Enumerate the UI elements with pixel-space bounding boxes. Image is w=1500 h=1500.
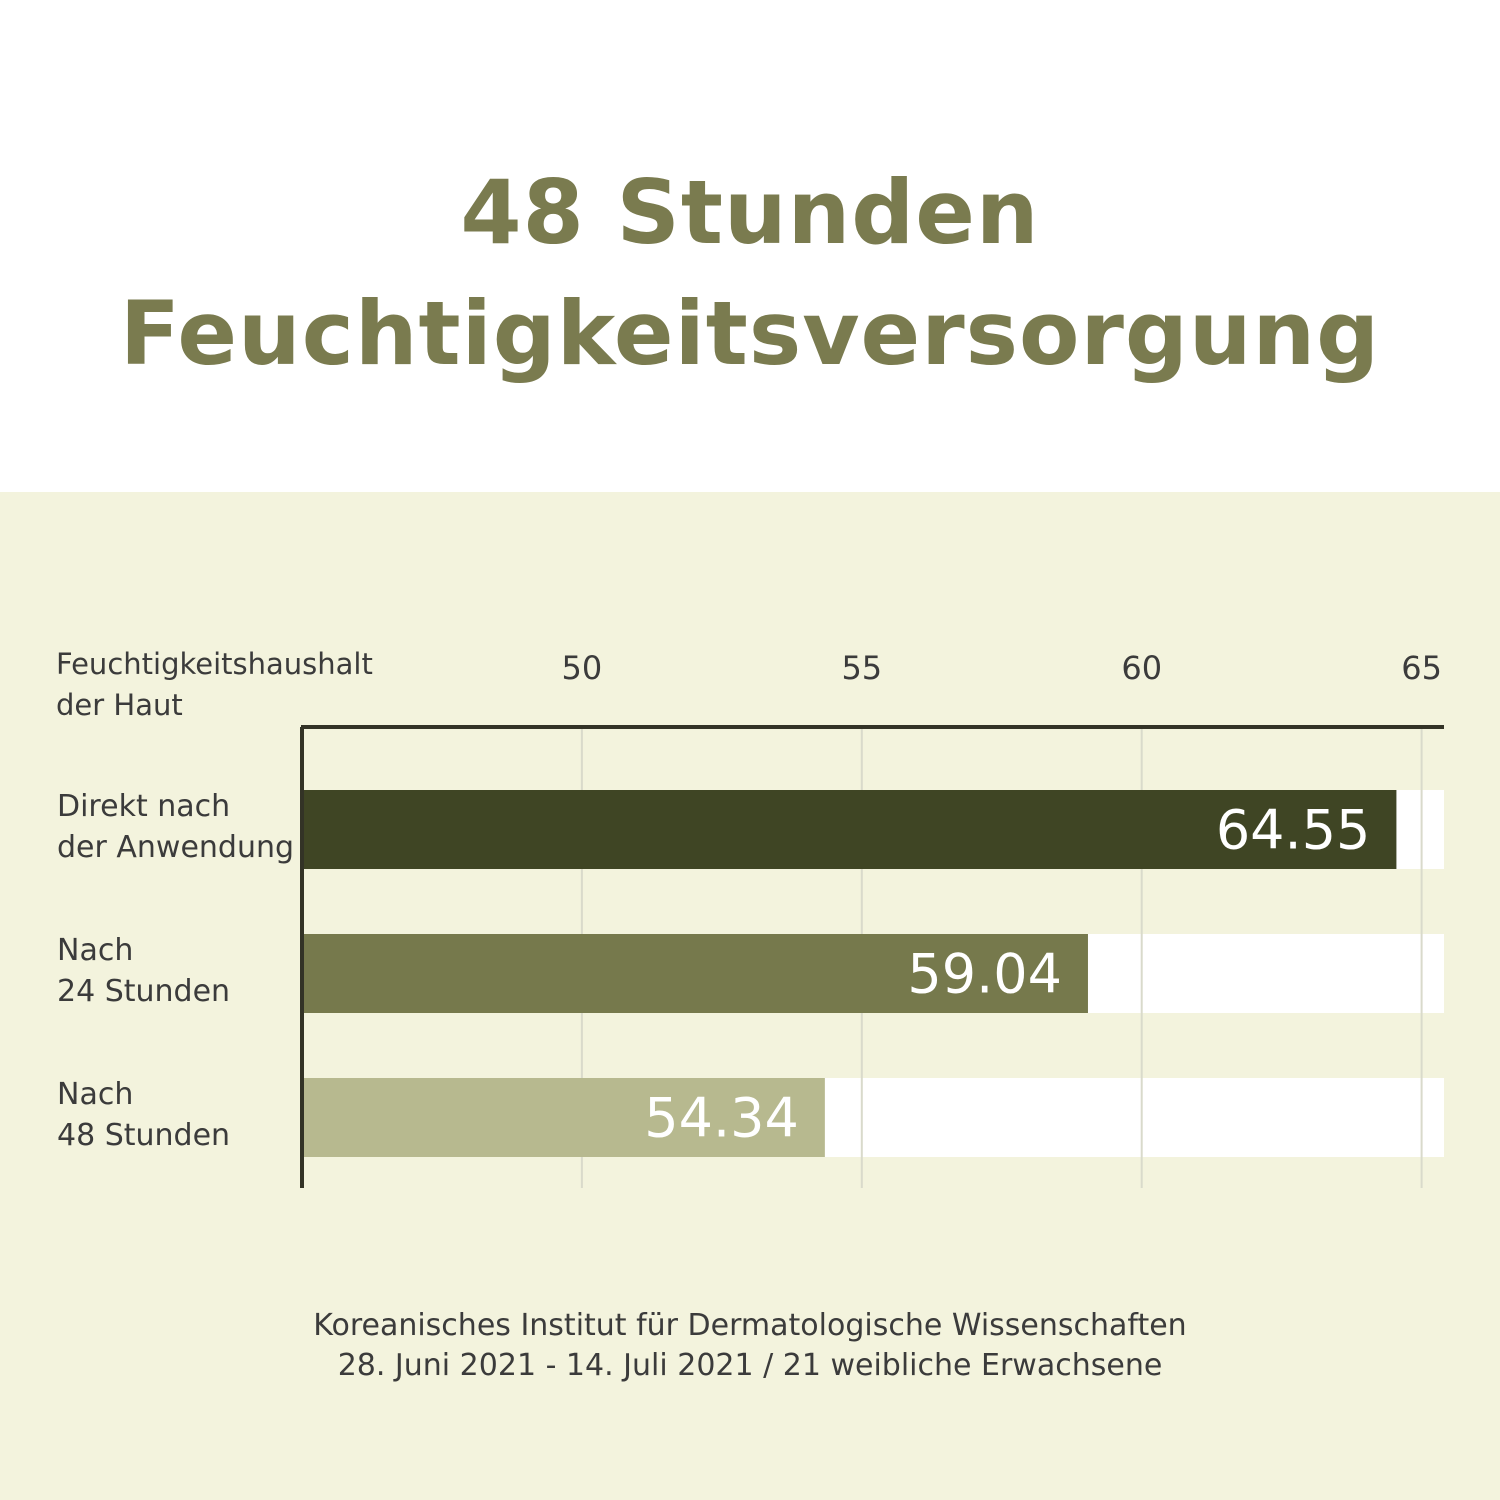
category-label: 24 Stunden <box>57 974 230 1009</box>
data-label: 54.34 <box>644 1087 799 1150</box>
axis-title: der Haut <box>56 688 183 722</box>
tick-label: 60 <box>1121 649 1162 687</box>
bar <box>302 1078 825 1157</box>
source-caption-line-2: 28. Juni 2021 - 14. Juli 2021 / 21 weibl… <box>337 1348 1163 1383</box>
tick-label: 50 <box>562 649 603 687</box>
header: 48 Stunden Feuchtigkeitsversorgung <box>0 0 1500 492</box>
category-label: Nach <box>57 933 133 968</box>
category-label: 48 Stunden <box>57 1118 230 1153</box>
data-label: 64.55 <box>1216 799 1371 862</box>
source-caption-line-1: Koreanisches Institut für Dermatologisch… <box>313 1308 1187 1343</box>
tick-label: 65 <box>1401 649 1442 687</box>
page-title-line-2: Feuchtigkeitsversorgung <box>119 282 1381 385</box>
category-label: Nach <box>57 1077 133 1112</box>
category-label: der Anwendung <box>57 830 294 865</box>
tick-label: 55 <box>841 649 882 687</box>
page-title-line-1: 48 Stunden <box>460 161 1040 264</box>
category-label: Direkt nach <box>57 789 230 824</box>
axis-title: Feuchtigkeitshaushalt <box>56 647 373 681</box>
data-label: 59.04 <box>907 943 1062 1006</box>
bar <box>302 790 1397 869</box>
bar <box>302 934 1088 1013</box>
